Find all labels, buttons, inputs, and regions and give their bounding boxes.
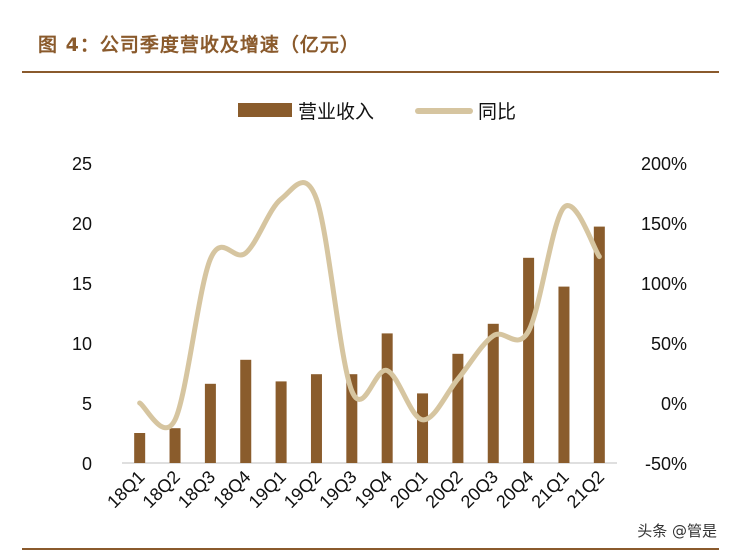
bar <box>275 381 287 463</box>
bar <box>346 374 358 463</box>
left-tick-label: 0 <box>82 454 92 474</box>
legend: 营业收入 同比 <box>238 101 516 123</box>
bottom-rule <box>22 548 719 550</box>
figure-title: 图 4：公司季度营收及增速（亿元） <box>38 34 360 56</box>
category-labels: 18Q118Q218Q318Q419Q119Q219Q319Q420Q120Q2… <box>103 467 608 512</box>
right-tick-label: 200% <box>641 154 687 174</box>
left-tick-label: 10 <box>72 334 92 354</box>
left-tick-label: 5 <box>82 394 92 414</box>
left-tick-label: 25 <box>72 154 92 174</box>
bar <box>169 428 181 463</box>
bar <box>558 286 570 463</box>
category-label: 19Q1 <box>245 467 290 512</box>
right-tick-label: 150% <box>641 214 687 234</box>
category-label: 19Q4 <box>351 467 396 512</box>
bar <box>240 359 252 463</box>
bar-series <box>134 226 605 463</box>
right-tick-label: 50% <box>651 334 687 354</box>
bar <box>523 257 535 463</box>
legend-bar-swatch <box>238 103 292 117</box>
legend-line-label: 同比 <box>478 101 516 123</box>
right-axis-ticks: -50% 0% 50% 100% 150% 200% <box>641 154 687 474</box>
category-label: 20Q2 <box>421 467 466 512</box>
left-axis-ticks: 0 5 10 15 20 25 <box>72 154 92 474</box>
bar <box>593 226 605 463</box>
bar <box>204 383 216 463</box>
category-label: 20Q1 <box>386 467 431 512</box>
right-tick-label: -50% <box>645 454 687 474</box>
category-label: 20Q4 <box>492 467 537 512</box>
category-label: 18Q1 <box>103 467 148 512</box>
bar <box>381 333 393 463</box>
category-label: 18Q4 <box>209 467 254 512</box>
category-label: 18Q2 <box>139 467 184 512</box>
bar <box>452 353 464 463</box>
line-series <box>137 180 602 431</box>
bar <box>417 393 429 463</box>
watermark: 头条 @管是 <box>637 522 717 540</box>
top-rule <box>22 71 719 73</box>
bar <box>487 323 499 463</box>
category-label: 21Q1 <box>528 467 573 512</box>
left-tick-label: 15 <box>72 274 92 294</box>
bar <box>310 374 322 463</box>
category-label: 19Q3 <box>315 467 360 512</box>
legend-bar-label: 营业收入 <box>298 101 374 123</box>
right-tick-label: 0% <box>661 394 687 414</box>
category-label: 18Q3 <box>174 467 219 512</box>
right-tick-label: 100% <box>641 274 687 294</box>
category-label: 21Q2 <box>563 467 608 512</box>
category-label: 19Q2 <box>280 467 325 512</box>
bar <box>134 433 146 463</box>
category-label: 20Q3 <box>457 467 502 512</box>
left-tick-label: 20 <box>72 214 92 234</box>
